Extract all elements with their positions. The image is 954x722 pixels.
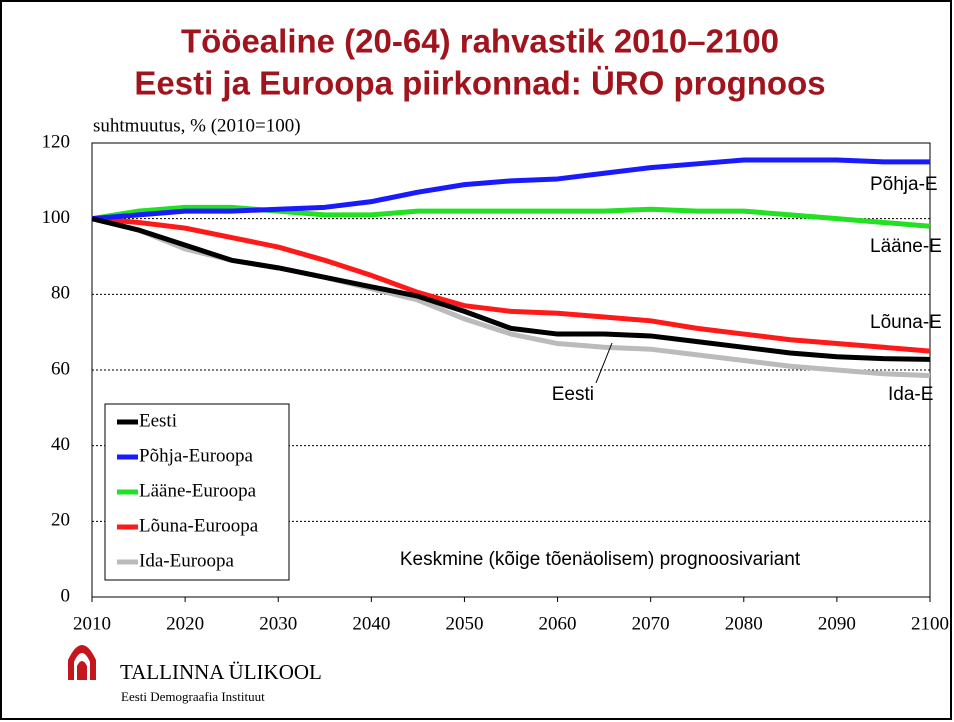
x-tick-label: 2080 xyxy=(725,613,763,634)
title-line: Tööealine (20-64) rahvastik 2010–2100 xyxy=(181,23,779,60)
annotation-leader xyxy=(595,342,613,384)
legend-label: Lääne-Euroopa xyxy=(139,480,257,501)
x-tick-label: 2100 xyxy=(911,613,949,634)
title-line: Eesti ja Euroopa piirkonnad: ÜRO prognoo… xyxy=(134,65,825,102)
series-line xyxy=(91,216,931,362)
series-line xyxy=(91,216,931,354)
annotation: Põhja-E xyxy=(870,174,938,195)
x-tick-label: 2030 xyxy=(259,613,297,634)
x-tick-label: 2010 xyxy=(73,613,111,634)
x-tick-label: 2070 xyxy=(632,613,670,634)
annotation: Keskmine (kõige tõenäolisem) prognoosiva… xyxy=(400,549,801,570)
y-tick-label: 40 xyxy=(51,434,70,455)
logo xyxy=(68,645,96,680)
footer-org: TALLINNA ÜLIKOOL xyxy=(120,660,322,684)
x-tick-label: 2090 xyxy=(818,613,856,634)
legend-label: Põhja-Euroopa xyxy=(139,445,254,466)
annotation: Eesti xyxy=(552,384,594,405)
y-axis-label: suhtmuutus, % (2010=100) xyxy=(93,115,301,136)
footer-unit: Eesti Demograafia Instituut xyxy=(121,689,265,704)
x-tick-label: 2020 xyxy=(166,613,204,634)
series-line xyxy=(91,204,931,229)
y-tick-label: 0 xyxy=(61,585,71,606)
logo-arch xyxy=(68,645,96,680)
legend-label: Ida-Euroopa xyxy=(139,550,235,571)
logo-arch-inner xyxy=(77,661,87,680)
x-tick-label: 2050 xyxy=(445,613,483,634)
annotation: Lääne-E xyxy=(870,236,942,257)
legend-label: Eesti xyxy=(139,410,177,431)
y-tick-label: 80 xyxy=(51,283,70,304)
series-line xyxy=(91,157,930,222)
annotation: Ida-E xyxy=(888,384,933,405)
x-tick-label: 2060 xyxy=(539,613,577,634)
y-tick-label: 120 xyxy=(42,131,71,152)
y-tick-label: 60 xyxy=(51,358,70,379)
y-tick-label: 100 xyxy=(42,207,71,228)
x-tick-label: 2040 xyxy=(352,613,390,634)
legend-label: Lõuna-Euroopa xyxy=(139,515,259,536)
annotation: Lõuna-E xyxy=(870,312,942,333)
y-tick-label: 20 xyxy=(51,510,70,531)
